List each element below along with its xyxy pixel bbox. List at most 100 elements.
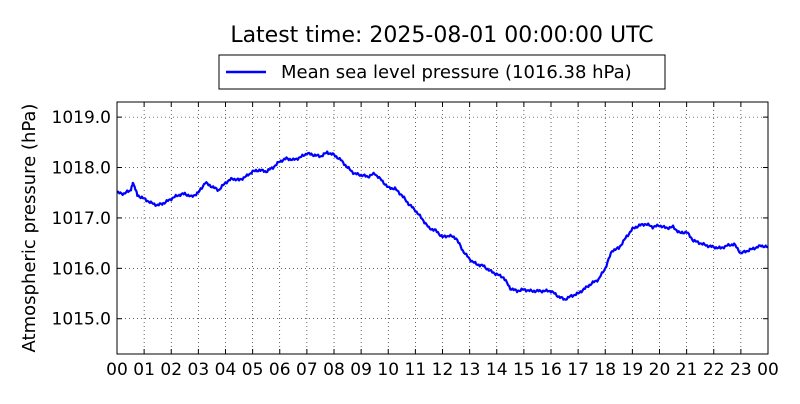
x-tick-label: 07 [296,360,318,380]
data-point [618,247,620,249]
data-point [733,243,735,245]
data-point [645,223,647,225]
x-tick-label: 04 [215,360,237,380]
data-point [747,250,749,252]
data-point [150,202,152,204]
x-tick-label: 00 [106,360,128,380]
data-point [252,171,254,173]
data-point [652,226,654,228]
x-tick-label: 00 [757,360,779,380]
data-point [204,182,206,184]
data-point [462,250,464,252]
data-point [516,290,518,292]
data-point [374,173,376,175]
data-point [143,198,145,200]
data-point [604,268,606,270]
data-point [421,218,423,220]
data-point [218,189,220,191]
data-point [381,179,383,181]
legend-label: Mean sea level pressure (1016.38 hPa) [281,62,632,83]
data-point [693,240,695,242]
x-tick-label: 17 [567,360,589,380]
y-tick-label: 1017.0 [52,209,111,229]
data-point [706,245,708,247]
y-axis-ticks: 1015.0 1016.0 1017.0 1018.0 1019.0 [52,108,768,330]
data-point [611,250,613,252]
x-tick-label: 14 [486,360,508,380]
data-point [727,245,729,247]
x-tick-label: 06 [269,360,291,380]
data-point [259,169,261,171]
y-tick-label: 1016.0 [52,259,111,279]
y-tick-label: 1019.0 [52,108,111,128]
x-tick-label: 23 [730,360,752,380]
legend: Mean sea level pressure (1016.38 hPa) [218,54,666,90]
data-point [754,247,756,249]
data-point [401,194,403,196]
data-point [672,226,674,228]
data-point [354,173,356,175]
y-tick-label: 1018.0 [52,159,111,179]
x-tick-label: 11 [405,360,427,380]
data-point [198,192,200,194]
data-point [523,289,525,291]
data-point [510,288,512,290]
x-tick-label: 16 [540,360,562,380]
data-point [265,171,267,173]
data-point [387,187,389,189]
data-point [299,157,301,159]
data-point [279,161,281,163]
data-point [442,236,444,238]
data-point [137,194,139,196]
data-point [245,176,247,178]
data-point [455,237,457,239]
data-point [625,237,627,239]
data-point [238,179,240,181]
data-point [577,293,579,295]
x-tick-label: 09 [350,360,372,380]
data-point [469,258,471,260]
data-point [482,265,484,267]
chart-title: Latest time: 2025-08-01 00:00:00 UTC [230,23,653,48]
plot-frame [116,101,769,355]
x-tick-label: 20 [649,360,671,380]
data-point [740,252,742,254]
data-point [164,202,166,204]
data-point [231,178,233,180]
data-point [543,290,545,292]
data-point [225,182,227,184]
data-point [313,154,315,156]
legend-box [218,54,666,90]
grid [117,102,768,354]
data-point [333,154,335,156]
data-point [347,167,349,169]
x-tick-label: 08 [323,360,345,380]
data-point [408,203,410,205]
y-tick-label: 1015.0 [52,310,111,330]
x-tick-label: 10 [377,360,399,380]
data-point [191,196,193,198]
data-point [132,182,134,184]
x-tick-label: 03 [188,360,210,380]
data-point [448,235,450,237]
data-point [537,290,539,292]
data-point [435,230,437,232]
data-point [428,227,430,229]
data-point [584,288,586,290]
x-tick-label: 15 [513,360,535,380]
data-point [564,299,566,301]
data-point [659,225,661,227]
data-point [679,232,681,234]
data-point [713,246,715,248]
data-point [360,174,362,176]
data-point [557,295,559,297]
x-tick-label: 19 [622,360,644,380]
x-axis-ticks: 00 01 02 03 04 05 06 07 08 09 10 11 12 13 14 15 16 17 18 19… [106,102,779,380]
data-point [720,247,722,249]
series-line-mslp [116,150,769,301]
data-point [326,152,328,154]
data-point [211,186,213,188]
series-layer [116,150,769,301]
